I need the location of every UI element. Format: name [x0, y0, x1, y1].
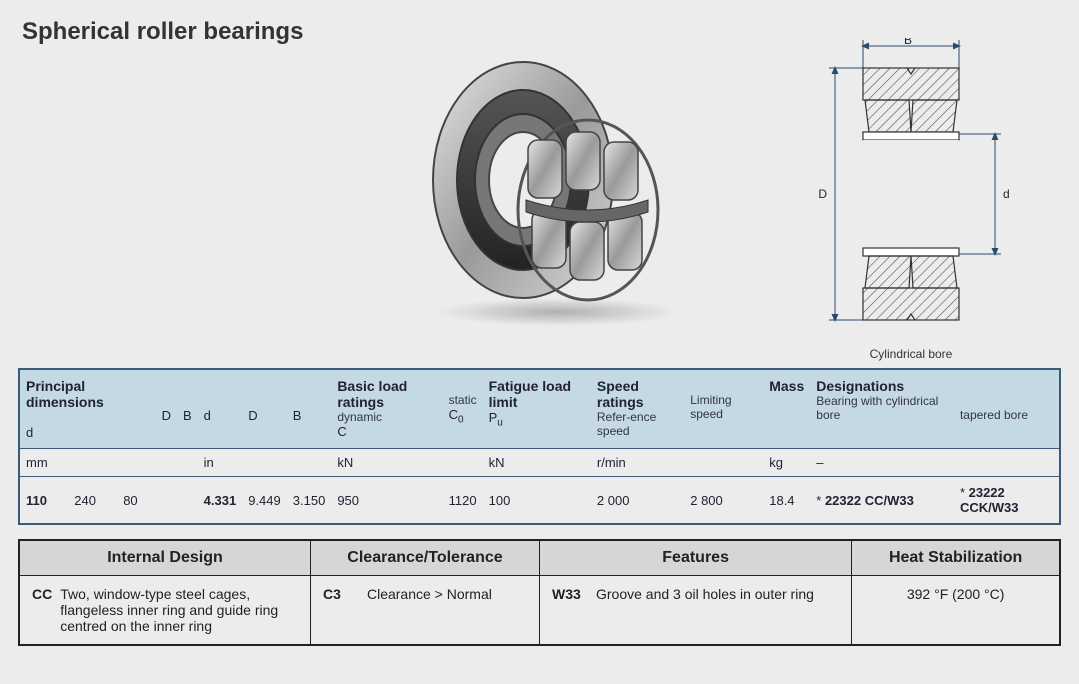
feat-feature-cell: W33 Groove and 3 oil holes in outer ring: [539, 576, 851, 646]
feat-clearance-text: Clearance > Normal: [367, 586, 492, 602]
hdr-B2: B: [293, 408, 302, 423]
hero-section: B D d: [18, 50, 1061, 360]
hdr-basic-load: Basic load ratings: [337, 378, 436, 410]
svg-text:B: B: [904, 38, 912, 47]
hdr-limiting: Limiting speed: [690, 393, 757, 421]
bearing-illustration: [428, 50, 688, 330]
feat-hdr-heat: Heat Stabilization: [852, 540, 1060, 576]
val-C0: 1120: [443, 477, 483, 525]
unit-mm: mm: [19, 449, 156, 477]
hdr-C0: C: [449, 407, 458, 422]
val-lim-speed: 2 800: [684, 477, 763, 525]
feat-feature-code: W33: [552, 586, 588, 602]
unit-dash: –: [810, 449, 1060, 477]
hdr-D2: D: [248, 408, 257, 423]
val-B-in: 3.150: [287, 477, 332, 525]
val-B-mm: 80: [117, 477, 155, 525]
hdr-d2: d: [204, 408, 211, 423]
features-header-row: Internal Design Clearance/Tolerance Feat…: [19, 540, 1060, 576]
hdr-mass: Mass: [769, 378, 804, 394]
hdr-bearing-cyl: Bearing with cylindrical bore: [816, 394, 948, 422]
val-D-mm: 240: [68, 477, 117, 525]
diagram-caption: Cylindrical bore: [791, 347, 1031, 361]
hdr-D: D: [162, 408, 171, 423]
feat-clearance-code: C3: [323, 586, 359, 602]
val-Pu: 100: [483, 477, 591, 525]
val-C: 950: [331, 477, 442, 525]
svg-text:d: d: [1003, 187, 1010, 201]
hdr-tapered: tapered bore: [960, 408, 1053, 422]
val-d-mm: 110: [19, 477, 68, 525]
hdr-static: static: [449, 393, 477, 407]
val-desig1: * 22322 CC/W33: [810, 477, 954, 525]
unit-kN1: kN: [331, 449, 482, 477]
features-table: Internal Design Clearance/Tolerance Feat…: [18, 539, 1061, 646]
unit-kN2: kN: [483, 449, 591, 477]
unit-in: in: [198, 449, 332, 477]
spec-table: Principal dimensions d D B d D B Basic l…: [18, 368, 1061, 525]
hdr-dynamic: dynamic: [337, 410, 436, 424]
units-row: mm in kN kN r/min kg –: [19, 449, 1060, 477]
val-ref-speed: 2 000: [591, 477, 684, 525]
hdr-reference: Refer-ence speed: [597, 410, 678, 438]
feat-internal-text: Two, window-type steel cages, flangeless…: [60, 586, 298, 634]
val-d-in: 4.331: [198, 477, 243, 525]
data-row: 110 240 80 4.331 9.449 3.150 950 1120 10…: [19, 477, 1060, 525]
dimension-diagram: B D d: [791, 38, 1031, 368]
unit-rmin: r/min: [591, 449, 763, 477]
svg-text:D: D: [818, 187, 827, 201]
feat-hdr-features: Features: [539, 540, 851, 576]
hdr-Pu-sub: u: [497, 418, 503, 429]
hdr-designations: Designations: [816, 378, 948, 394]
hdr-B: B: [183, 408, 192, 423]
hdr-principal: Principal dimensions: [26, 378, 150, 410]
val-desig2: * 23222 CCK/W33: [954, 477, 1060, 525]
hdr-C0-sub: 0: [458, 415, 464, 426]
val-D-in: 9.449: [242, 477, 287, 525]
unit-kg: kg: [763, 449, 810, 477]
feat-feature-text: Groove and 3 oil holes in outer ring: [596, 586, 814, 602]
feat-clearance-cell: C3 Clearance > Normal: [310, 576, 539, 646]
features-data-row: CC Two, window-type steel cages, flangel…: [19, 576, 1060, 646]
hdr-fatigue: Fatigue load limit: [489, 378, 585, 410]
val-mass: 18.4: [763, 477, 810, 525]
hdr-C: C: [337, 424, 346, 439]
feat-internal-code: CC: [32, 586, 52, 634]
feat-heat-cell: 392 °F (200 °C): [852, 576, 1060, 646]
hdr-speed: Speed ratings: [597, 378, 678, 410]
feat-hdr-clearance: Clearance/Tolerance: [310, 540, 539, 576]
hdr-d: d: [26, 425, 33, 440]
feat-internal-cell: CC Two, window-type steel cages, flangel…: [19, 576, 310, 646]
spec-header-row: Principal dimensions d D B d D B Basic l…: [19, 369, 1060, 449]
hdr-Pu: P: [489, 410, 498, 425]
feat-hdr-internal: Internal Design: [19, 540, 310, 576]
